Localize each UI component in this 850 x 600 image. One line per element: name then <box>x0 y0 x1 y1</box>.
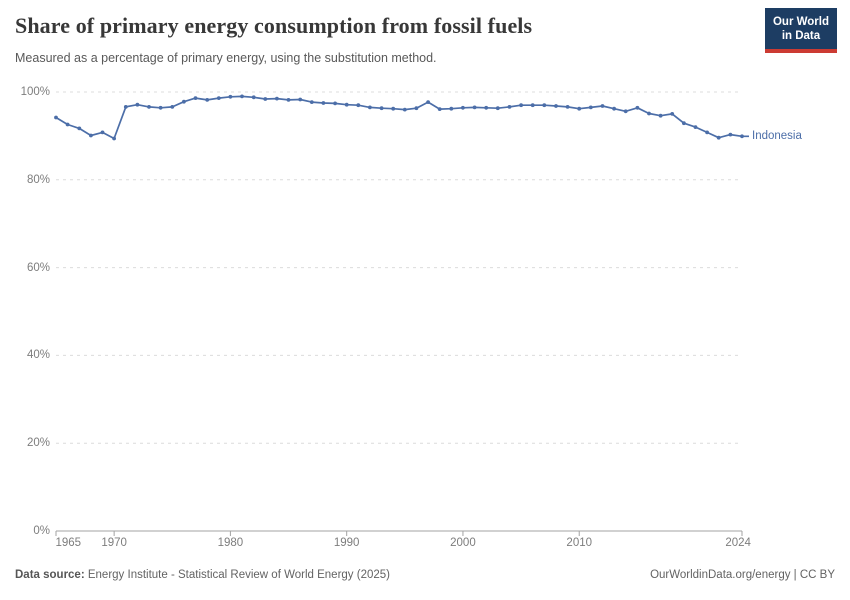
chart-subtitle: Measured as a percentage of primary ener… <box>15 51 437 65</box>
data-point <box>472 105 477 110</box>
data-point <box>170 105 175 109</box>
data-point <box>344 102 349 107</box>
data-point <box>333 101 337 106</box>
data-point <box>65 122 70 127</box>
data-point <box>554 104 558 108</box>
data-point <box>623 109 628 114</box>
data-point <box>740 134 744 139</box>
data-point <box>391 106 396 111</box>
x-axis-tick-label: 2000 <box>450 537 476 549</box>
attribution-link[interactable]: OurWorldinData.org/energy | CC BY <box>650 569 835 581</box>
data-point <box>309 100 314 104</box>
data-point <box>216 96 221 100</box>
data-point <box>565 105 570 109</box>
data-point <box>705 130 709 135</box>
x-axis-tick-label: 2024 <box>725 537 751 549</box>
y-axis-tick-label: 100% <box>20 86 50 98</box>
owid-logo-line1: Our World <box>772 16 829 28</box>
y-axis-tick-label: 80% <box>26 173 50 186</box>
data-point <box>158 105 163 110</box>
data-point <box>426 100 430 104</box>
data-point <box>135 102 140 107</box>
data-point <box>461 105 465 110</box>
data-point <box>577 106 582 111</box>
chart-canvas[interactable] <box>0 0 850 560</box>
data-point <box>414 106 419 111</box>
data-point <box>682 121 686 126</box>
data-point <box>182 99 186 104</box>
x-axis-tick-label: 1970 <box>101 537 127 549</box>
y-axis-tick-label: 20% <box>26 437 50 450</box>
data-point <box>263 97 268 101</box>
data-point <box>368 105 372 110</box>
data-point <box>193 96 198 100</box>
data-point <box>437 107 442 111</box>
data-point <box>600 104 605 108</box>
data-point <box>240 94 244 99</box>
data-point <box>275 96 279 101</box>
x-axis-tick-label: 2010 <box>566 537 593 549</box>
data-point <box>100 130 105 135</box>
data-point <box>635 105 640 110</box>
data-point <box>89 133 93 138</box>
data-point <box>298 97 303 102</box>
y-axis-tick-label: 0% <box>33 525 50 537</box>
data-point <box>77 126 82 131</box>
data-source-text: Energy Institute - Statistical Review of… <box>84 569 390 581</box>
chart-footer: Data source: Energy Institute - Statisti… <box>15 569 835 581</box>
series-label-indonesia[interactable]: Indonesia <box>752 130 802 143</box>
owid-logo-line2: in Data <box>781 30 821 43</box>
data-point <box>123 105 128 109</box>
data-point <box>530 103 535 108</box>
data-point <box>54 115 58 120</box>
data-point <box>588 105 593 110</box>
data-point <box>484 105 489 110</box>
y-axis-tick-label: 40% <box>26 349 50 362</box>
data-point <box>286 98 291 102</box>
data-point <box>205 98 210 102</box>
x-axis-tick-label: 1965 <box>55 537 82 549</box>
data-source-label: Data source: <box>15 569 85 581</box>
page-title: Share of primary energy consumption from… <box>15 13 533 38</box>
x-axis-tick-label: 1990 <box>333 537 360 549</box>
data-point <box>519 103 523 108</box>
x-axis-tick-label: 1980 <box>217 537 244 549</box>
y-axis-tick-label: 60% <box>26 261 50 274</box>
data-point <box>728 132 733 137</box>
data-point <box>147 105 151 109</box>
data-point <box>693 125 698 129</box>
data-point <box>321 101 326 105</box>
data-point <box>379 106 384 111</box>
data-point <box>612 106 616 111</box>
data-point <box>647 111 651 116</box>
data-point <box>495 106 500 111</box>
owid-logo: Our World in Data <box>764 8 837 53</box>
data-point <box>542 103 547 108</box>
data-point <box>356 103 361 108</box>
data-point <box>449 106 454 111</box>
data-point <box>112 136 116 141</box>
data-source: Data source: Energy Institute - Statisti… <box>15 569 390 581</box>
data-point <box>228 94 233 99</box>
data-point <box>658 113 663 118</box>
data-point <box>402 107 407 112</box>
series-line-indonesia <box>55 95 749 140</box>
data-point <box>507 105 512 109</box>
data-point <box>670 112 675 116</box>
data-point <box>716 135 721 140</box>
data-point <box>251 95 256 100</box>
